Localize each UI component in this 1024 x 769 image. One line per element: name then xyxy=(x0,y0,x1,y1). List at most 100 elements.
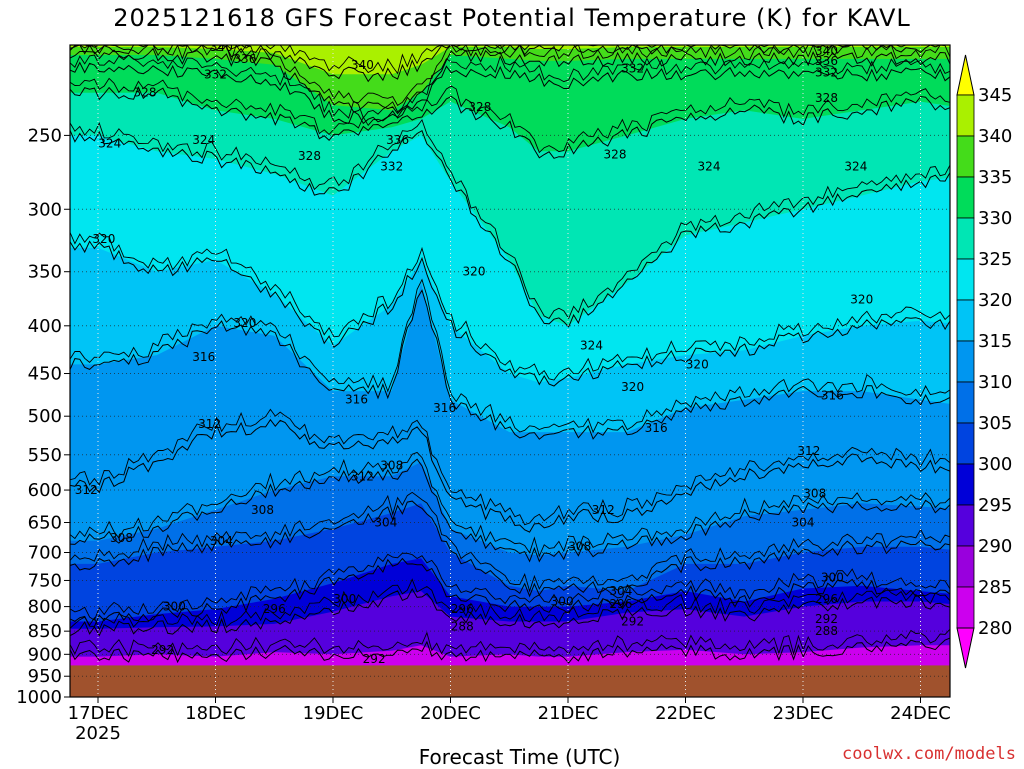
contour-label: 288 xyxy=(451,619,474,633)
contour-label: 308 xyxy=(803,486,826,500)
colorbar-label: 285 xyxy=(978,577,1012,598)
isentrope-296 xyxy=(70,587,950,637)
y-tick-label: 300 xyxy=(28,199,62,220)
contour-label: 296 xyxy=(451,602,474,616)
colorbar-label: 335 xyxy=(978,167,1012,188)
colorbar-label: 310 xyxy=(978,372,1012,393)
contour-label: 320 xyxy=(233,316,256,330)
isentrope-322 xyxy=(70,232,950,381)
colorbar-swatch xyxy=(956,258,975,301)
y-tick-label: 950 xyxy=(28,666,62,687)
contour-label: 292 xyxy=(815,612,838,626)
contour-label: 296 xyxy=(609,597,632,611)
contour-label: 328 xyxy=(604,147,627,161)
isentrope-314 xyxy=(70,408,950,526)
contour-label: 304 xyxy=(792,515,815,529)
contour-label: 320 xyxy=(463,265,486,279)
isentrope-336 xyxy=(70,47,950,115)
isentrope-312 xyxy=(70,418,950,533)
contour-label: 332 xyxy=(621,62,644,76)
isentrope-324 xyxy=(70,129,950,328)
contour-label: 312 xyxy=(75,483,98,497)
contour-label: 340 xyxy=(351,58,374,72)
colorbar-swatch xyxy=(956,217,975,260)
y-tick-label: 500 xyxy=(28,406,62,427)
colorbar-label: 325 xyxy=(978,249,1012,270)
contour-label: 320 xyxy=(621,380,644,394)
colorbar-cap-top xyxy=(956,54,975,96)
isentrope-300 xyxy=(70,557,950,627)
contour-label: 308 xyxy=(568,540,591,554)
y-axis-ticks: 2503003504004505005506006507007508008509… xyxy=(16,125,70,708)
x-tick-label: 24DEC xyxy=(890,703,951,724)
y-tick-label: 250 xyxy=(28,125,62,146)
contour-label: 328 xyxy=(298,149,321,163)
x-axis-label: Forecast Time (UTC) xyxy=(418,745,621,769)
colorbar-label: 300 xyxy=(978,454,1012,475)
y-tick-label: 850 xyxy=(28,621,62,642)
contour-label: 312 xyxy=(198,417,221,431)
y-tick-label: 400 xyxy=(28,316,62,337)
y-tick-label: 450 xyxy=(28,364,62,385)
contour-label: 324 xyxy=(698,160,721,174)
plot-frame xyxy=(69,44,951,698)
fill-band-340 xyxy=(70,45,950,75)
isentrope-310 xyxy=(70,451,950,558)
contour-label: 332 xyxy=(815,65,838,79)
contour-label: 308 xyxy=(110,531,133,545)
contour-label: 312 xyxy=(592,503,615,517)
y-tick-label: 650 xyxy=(28,512,62,533)
contour-label: 300 xyxy=(163,600,186,614)
y-tick-label: 550 xyxy=(28,445,62,466)
contour-label: 292 xyxy=(621,615,644,629)
contour-label: 304 xyxy=(609,584,632,598)
y-tick-label: 700 xyxy=(28,543,62,564)
contour-label: 300 xyxy=(333,592,356,606)
contour-label: 324 xyxy=(580,339,603,353)
colorbar-label: 345 xyxy=(978,85,1012,106)
colorbar-swatch xyxy=(956,381,975,424)
contour-label: 292 xyxy=(151,643,174,657)
contour-label: 300 xyxy=(551,595,574,609)
colorbar: 280 285 290 295 300 305 310 315 320 325 330 335 340 3… xyxy=(956,54,1012,669)
colorbar-label: 290 xyxy=(978,536,1012,557)
contour-label: 308 xyxy=(380,459,403,473)
contour-label: 288 xyxy=(815,624,838,638)
colorbar-swatch xyxy=(956,340,975,383)
colorbar-swatch xyxy=(956,463,975,506)
contour-label: 340 xyxy=(210,40,233,54)
contour-label: 320 xyxy=(850,293,873,307)
contour-label: 328 xyxy=(134,86,157,100)
x-tick-label: 18DEC xyxy=(185,703,246,724)
contour-label: 316 xyxy=(192,350,215,364)
contour-label: 320 xyxy=(92,232,115,246)
colorbar-swatch xyxy=(956,586,975,629)
contour-label: 308 xyxy=(251,503,274,517)
colorbar-label: 295 xyxy=(978,495,1012,516)
fill-band-336 xyxy=(70,45,950,111)
contour-label: 296 xyxy=(815,592,838,606)
isentrope-298 xyxy=(70,578,950,631)
y-tick-label: 800 xyxy=(28,597,62,618)
colorbar-swatch xyxy=(956,176,975,219)
contour-label: 336 xyxy=(815,54,838,68)
colorbar-label: 340 xyxy=(978,126,1012,147)
contour-label: 324 xyxy=(192,133,215,147)
contour-label: 316 xyxy=(345,393,368,407)
x-tick-label: 20DEC xyxy=(420,703,481,724)
isentrope-330 xyxy=(70,77,950,154)
contour-label: 320 xyxy=(686,357,709,371)
y-tick-label: 900 xyxy=(28,644,62,665)
contour-label: 304 xyxy=(374,515,397,529)
contour-label: 300 xyxy=(821,571,844,585)
x-tick-label: 19DEC xyxy=(303,703,364,724)
isentrope-302 xyxy=(70,552,950,621)
x-tick-sublabel: 2025 xyxy=(75,723,121,744)
contour-label: 340 xyxy=(815,44,838,58)
contour-label: 324 xyxy=(844,160,867,174)
contour-label: 332 xyxy=(204,67,227,81)
contour-label: 324 xyxy=(98,136,121,150)
contour-label: 328 xyxy=(815,91,838,105)
colorbar-swatch xyxy=(956,545,975,588)
